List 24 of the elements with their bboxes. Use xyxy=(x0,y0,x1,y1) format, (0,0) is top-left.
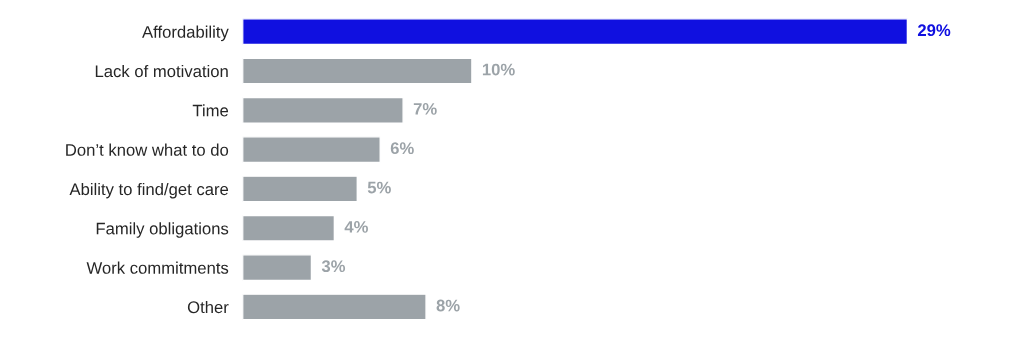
data-label: 4% xyxy=(344,221,368,233)
bar xyxy=(242,293,427,321)
y-tick-label: Lack of motivation xyxy=(95,64,228,78)
bar xyxy=(242,175,358,203)
data-label: 3% xyxy=(321,260,346,273)
data-label: 5% xyxy=(367,181,391,194)
data-label: 10% xyxy=(482,63,515,76)
bar xyxy=(242,57,473,85)
data-label: 6% xyxy=(390,142,414,155)
y-tick-label: Family obligations xyxy=(96,222,229,238)
y-tick-label: Don’t know what to do xyxy=(66,143,229,156)
data-label: 29% xyxy=(917,24,951,37)
y-tick-label: Work commitments xyxy=(86,261,229,274)
bar xyxy=(242,18,909,46)
data-label: 8% xyxy=(436,299,460,312)
bar xyxy=(242,96,404,124)
y-tick-label: Other xyxy=(187,300,229,314)
y-tick-label: Affordability xyxy=(142,25,229,42)
data-label: 7% xyxy=(413,103,437,115)
bar xyxy=(242,254,313,282)
y-tick-label: Time xyxy=(192,104,229,117)
y-tick-label: Ability to find/get care xyxy=(69,182,229,199)
bar xyxy=(242,136,381,164)
bar xyxy=(242,214,336,242)
